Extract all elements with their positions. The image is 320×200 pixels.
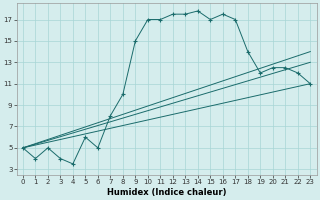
X-axis label: Humidex (Indice chaleur): Humidex (Indice chaleur) — [107, 188, 226, 197]
